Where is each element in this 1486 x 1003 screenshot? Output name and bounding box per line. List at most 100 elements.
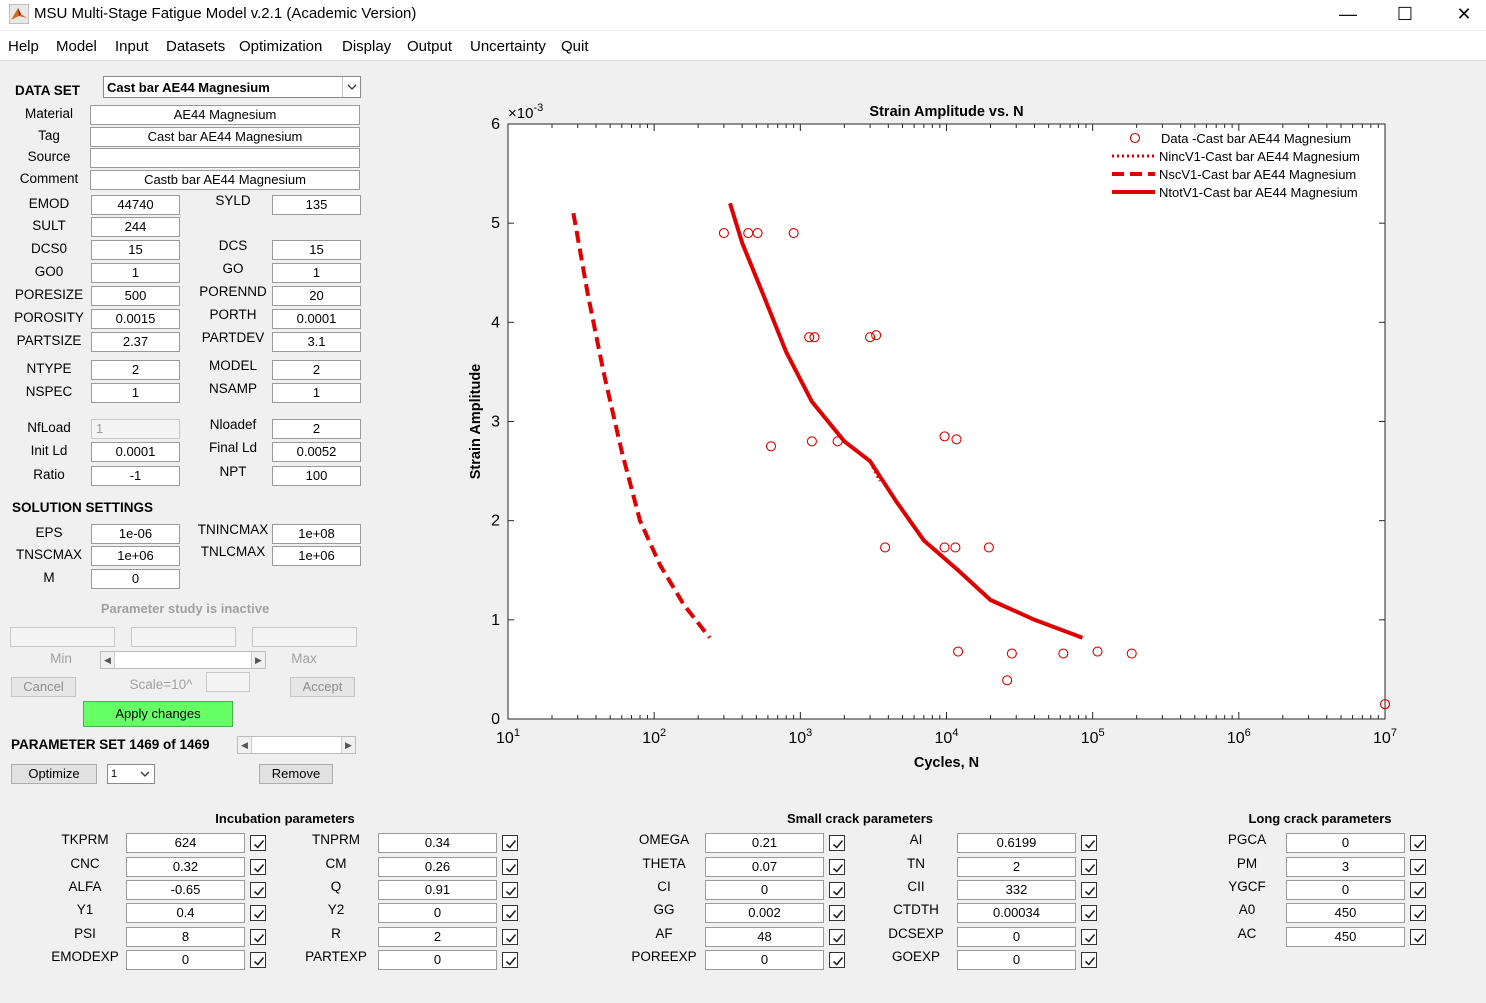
group-field-dcsexp[interactable]: 0 [957,927,1076,947]
param-field-init-ld[interactable]: 0.0001 [91,442,180,462]
group-field-y2[interactable]: 0 [378,903,497,923]
tag-field[interactable]: Cast bar AE44 Magnesium [90,127,360,147]
checkbox-af[interactable] [829,929,845,945]
param-field-ntype[interactable]: 2 [91,360,180,380]
param-field-npt[interactable]: 100 [272,466,361,486]
solution-field-tnlcmax[interactable]: 1e+06 [272,546,361,566]
group-field-psi[interactable]: 8 [126,927,245,947]
group-field-af[interactable]: 48 [705,927,824,947]
menu-display[interactable]: Display [342,38,392,55]
solution-field-eps[interactable]: 1e-06 [91,524,180,544]
menu-model[interactable]: Model [56,38,97,55]
material-field[interactable]: AE44 Magnesium [90,105,360,125]
checkbox-a0[interactable] [1410,905,1426,921]
checkbox-gg[interactable] [829,905,845,921]
param-field-partdev[interactable]: 3.1 [272,332,361,352]
group-field-tkprm[interactable]: 624 [126,833,245,853]
param-field-ratio[interactable]: -1 [91,466,180,486]
group-field-ac[interactable]: 450 [1286,927,1405,947]
param-field-dcs[interactable]: 15 [272,240,361,260]
group-field-partexp[interactable]: 0 [378,950,497,970]
maximize-icon[interactable]: ☐ [1396,3,1414,24]
group-field-gg[interactable]: 0.002 [705,903,824,923]
group-field-tn[interactable]: 2 [957,857,1076,877]
group-field-cm[interactable]: 0.26 [378,857,497,877]
checkbox-partexp[interactable] [502,952,518,968]
group-field-y1[interactable]: 0.4 [126,903,245,923]
menu-uncertainty[interactable]: Uncertainty [470,38,546,55]
study-slider[interactable]: ◀ ▶ [100,651,266,669]
checkbox-cm[interactable] [502,859,518,875]
param-field-go[interactable]: 1 [272,263,361,283]
accept-button[interactable]: Accept [290,677,355,697]
checkbox-y1[interactable] [250,905,266,921]
checkbox-omega[interactable] [829,835,845,851]
checkbox-ac[interactable] [1410,929,1426,945]
study-max-field[interactable] [252,627,357,647]
minimize-icon[interactable]: — [1339,3,1357,24]
group-field-r[interactable]: 2 [378,927,497,947]
optimize-button[interactable]: Optimize [11,764,97,784]
menu-optimization[interactable]: Optimization [239,38,323,55]
group-field-omega[interactable]: 0.21 [705,833,824,853]
paramset-left-arrow-icon[interactable]: ◀ [238,737,252,753]
group-field-cnc[interactable]: 0.32 [126,857,245,877]
menu-help[interactable]: Help [8,38,39,55]
checkbox-ai[interactable] [1081,835,1097,851]
comment-field[interactable]: Castb bar AE44 Magnesium [90,170,360,190]
param-field-porth[interactable]: 0.0001 [272,309,361,329]
checkbox-q[interactable] [502,882,518,898]
param-field-porennd[interactable]: 20 [272,286,361,306]
param-field-model[interactable]: 2 [272,360,361,380]
checkbox-r[interactable] [502,929,518,945]
study-mid-field[interactable] [131,627,236,647]
study-min-field[interactable] [10,627,115,647]
menu-quit[interactable]: Quit [561,38,589,55]
group-field-ygcf[interactable]: 0 [1286,880,1405,900]
dataset-select[interactable]: Cast bar AE44 Magnesium [103,76,361,98]
param-field-emod[interactable]: 44740 [91,195,180,215]
scale-field[interactable] [206,672,250,692]
checkbox-y2[interactable] [502,905,518,921]
param-field-dcs0[interactable]: 15 [91,240,180,260]
param-field-nspec[interactable]: 1 [91,383,180,403]
checkbox-goexp[interactable] [1081,952,1097,968]
param-field-partsize[interactable]: 2.37 [91,332,180,352]
checkbox-tn[interactable] [1081,859,1097,875]
checkbox-psi[interactable] [250,929,266,945]
checkbox-cnc[interactable] [250,859,266,875]
group-field-alfa[interactable]: -0.65 [126,880,245,900]
solution-field-tnincmax[interactable]: 1e+08 [272,524,361,544]
checkbox-pm[interactable] [1410,859,1426,875]
param-field-syld[interactable]: 135 [272,195,361,215]
slider-right-arrow-icon[interactable]: ▶ [251,652,265,668]
checkbox-ctdth[interactable] [1081,905,1097,921]
checkbox-tkprm[interactable] [250,835,266,851]
group-field-a0[interactable]: 450 [1286,903,1405,923]
group-field-emodexp[interactable]: 0 [126,950,245,970]
param-field-nfload[interactable]: 1 [91,419,180,439]
paramset-slider[interactable]: ◀ ▶ [237,736,356,754]
group-field-pm[interactable]: 3 [1286,857,1405,877]
source-field[interactable] [90,148,360,168]
checkbox-poreexp[interactable] [829,952,845,968]
menu-output[interactable]: Output [407,38,453,55]
optimize-select[interactable]: 1 [107,764,155,784]
paramset-right-arrow-icon[interactable]: ▶ [341,737,355,753]
checkbox-ci[interactable] [829,882,845,898]
cancel-button[interactable]: Cancel [11,677,76,697]
remove-button[interactable]: Remove [259,764,333,784]
group-field-q[interactable]: 0.91 [378,880,497,900]
checkbox-alfa[interactable] [250,882,266,898]
group-field-ai[interactable]: 0.6199 [957,833,1076,853]
group-field-cii[interactable]: 332 [957,880,1076,900]
param-field-final-ld[interactable]: 0.0052 [272,442,361,462]
checkbox-dcsexp[interactable] [1081,929,1097,945]
checkbox-ygcf[interactable] [1410,882,1426,898]
param-field-poresize[interactable]: 500 [91,286,180,306]
close-icon[interactable]: ✕ [1456,3,1472,24]
solution-field-tnscmax[interactable]: 1e+06 [91,546,180,566]
group-field-poreexp[interactable]: 0 [705,950,824,970]
menu-input[interactable]: Input [115,38,149,55]
group-field-theta[interactable]: 0.07 [705,857,824,877]
